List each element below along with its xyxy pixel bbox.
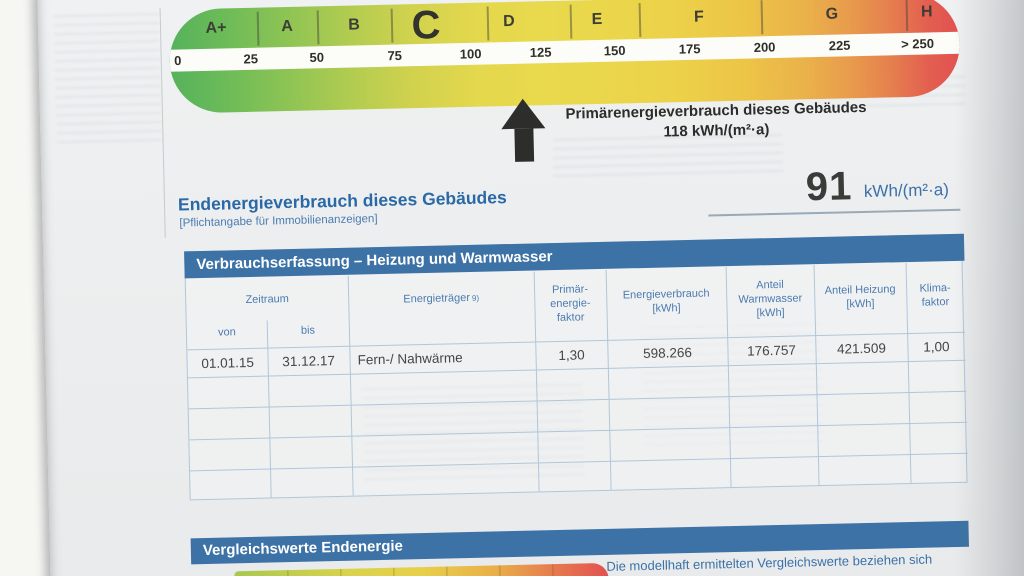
scale-tick-250plus: > 250: [900, 35, 935, 52]
class-label-d: D: [502, 12, 515, 31]
primary-energy-caption: Primärenergieverbrauch dieses Gebäudes 1…: [544, 97, 889, 144]
energietraeger-footnote: 9): [471, 293, 480, 303]
bleedthrough-smudge: [53, 12, 162, 146]
class-label-e: E: [591, 10, 603, 29]
class-label-c-current: C: [411, 3, 441, 48]
cell-von: 01.01.15: [201, 354, 255, 371]
scale-tick-150: 150: [603, 42, 626, 59]
class-label-a: A: [281, 17, 293, 36]
mini-scale-divider: [287, 570, 290, 576]
grid-line: [190, 452, 968, 472]
arrow-stem: [513, 128, 534, 162]
energy-efficiency-scale: A+ A B C D E F G H 0 25 50 75: [168, 0, 961, 114]
scale-tick-25: 25: [243, 51, 259, 67]
cell-klimafaktor: 1,00: [923, 338, 950, 355]
mini-scale-divider: [393, 567, 396, 576]
scale-tick-0: 0: [173, 52, 182, 69]
col-header-energietraeger: Energieträger 9): [348, 272, 535, 328]
scale-tick-125: 125: [529, 44, 552, 61]
scale-tick-100: 100: [459, 46, 482, 62]
final-energy-unit: kWh/(m²·a): [863, 180, 950, 201]
cell-energietraeger: Fern-/ Nahwärme: [357, 349, 463, 368]
scale-tick-200: 200: [753, 39, 776, 55]
primary-energy-arrow-icon: [500, 98, 546, 162]
col-header-anteil-warmwasser: Anteil Warmwasser [kWh]: [738, 279, 803, 320]
mini-scale-divider: [552, 564, 555, 576]
scale-tick-175: 175: [678, 41, 701, 57]
col-header-von: von: [217, 326, 236, 339]
col-header-anteil-heizung: Anteil Heizung [kWh]: [824, 283, 896, 311]
scale-tick-225: 225: [828, 37, 851, 54]
energietraeger-label: Energieträger: [403, 292, 471, 306]
cell-primaerenergiefaktor: 1,30: [558, 346, 585, 363]
scale-tick-75: 75: [387, 47, 403, 64]
mini-scale-divider: [499, 565, 502, 576]
class-label-g: G: [825, 5, 839, 23]
scale-tick-50: 50: [309, 49, 325, 66]
mini-scale-divider: [340, 568, 343, 576]
cell-anteil-heizung: 421.509: [836, 340, 887, 357]
class-label-aplus: A+: [205, 19, 227, 37]
grid-line: [188, 390, 967, 410]
cell-anteil-warmwasser: 176.757: [746, 342, 797, 359]
cell-energieverbrauch: 598.266: [642, 344, 693, 361]
col-header-energieverbrauch: Energieverbrauch [kWh]: [622, 287, 710, 315]
grid-line: [189, 421, 968, 441]
class-label-h: H: [920, 3, 933, 21]
arrow-head: [500, 98, 546, 130]
cell-bis: 31.12.17: [282, 352, 336, 369]
final-energy-value: 91: [805, 164, 853, 210]
class-label-f: F: [693, 8, 704, 26]
class-label-b: B: [348, 16, 360, 34]
col-header-primaerenergiefaktor: Primär- energie- faktor: [550, 283, 591, 324]
col-header-klimafaktor: Klima- faktor: [919, 282, 951, 309]
mini-scale-divider: [446, 566, 449, 576]
col-header-bis: bis: [300, 324, 316, 337]
consumption-table: Verbrauchserfassung – Heizung und Warmwa…: [184, 233, 968, 501]
